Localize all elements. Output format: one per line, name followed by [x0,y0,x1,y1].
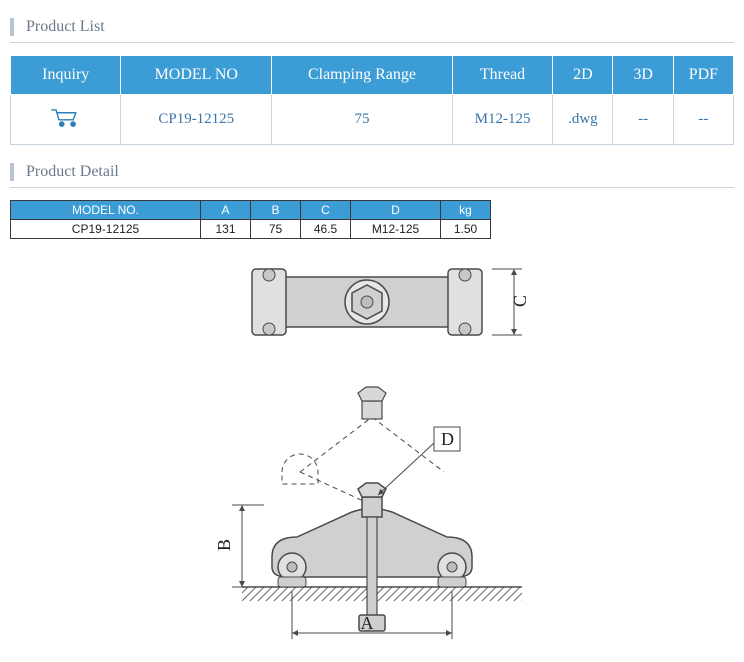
dim-label-a: A [361,613,374,633]
col-inquiry: Inquiry [11,56,121,95]
section-header-product-list: Product List [10,18,734,36]
col-clamping-range: Clamping Range [272,56,453,95]
download-3d: -- [613,95,673,145]
model-no-link[interactable]: CP19-12125 [121,95,272,145]
dv-a: 131 [201,220,251,239]
product-list-table: Inquiry MODEL NO Clamping Range Thread 2… [10,55,734,145]
col-2d: 2D [553,56,613,95]
dv-model: CP19-12125 [11,220,201,239]
col-thread: Thread [452,56,552,95]
dh-b: B [251,201,301,220]
dv-b: 75 [251,220,301,239]
detail-table: MODEL NO. A B C D kg CP19-12125 131 75 4… [10,200,491,239]
dh-kg: kg [441,201,491,220]
col-model-no: MODEL NO [121,56,272,95]
col-3d: 3D [613,56,673,95]
inquiry-cell[interactable] [11,95,121,145]
detail-row: CP19-12125 131 75 46.5 M12-125 1.50 [11,220,491,239]
section-header-product-detail: Product Detail [10,163,734,181]
table-row: CP19-12125 75 M12-125 .dwg -- -- [11,95,734,145]
col-pdf: PDF [673,56,733,95]
dim-label-d: D [441,429,454,449]
dh-model: MODEL NO. [11,201,201,220]
divider [10,42,734,43]
dim-label-b: B [214,539,234,551]
engineering-diagram: C [10,247,734,652]
download-2d[interactable]: .dwg [553,95,613,145]
dh-a: A [201,201,251,220]
dim-label-c: C [510,295,530,307]
download-pdf: -- [673,95,733,145]
table-header-row: Inquiry MODEL NO Clamping Range Thread 2… [11,56,734,95]
clamping-range-value: 75 [272,95,453,145]
detail-header-row: MODEL NO. A B C D kg [11,201,491,220]
dv-d: M12-125 [351,220,441,239]
thread-value: M12-125 [452,95,552,145]
dh-c: C [301,201,351,220]
divider [10,187,734,188]
dv-kg: 1.50 [441,220,491,239]
dh-d: D [351,201,441,220]
dv-c: 46.5 [301,220,351,239]
cart-icon[interactable] [49,117,83,133]
